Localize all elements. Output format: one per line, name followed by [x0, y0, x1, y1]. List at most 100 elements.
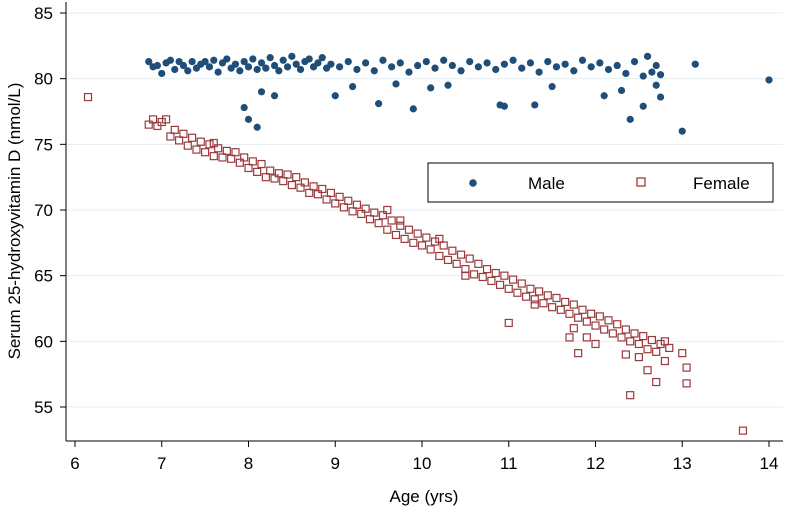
x-tick-label: 7 [157, 454, 166, 473]
male-point [257, 59, 266, 67]
male-point [236, 67, 244, 75]
female-point [283, 170, 292, 179]
male-point [296, 65, 305, 74]
female-point [643, 345, 652, 354]
male-point [448, 61, 456, 70]
female-point [630, 329, 639, 338]
y-axis-ticks: 55 60 65 70 75 80 85 [34, 4, 66, 417]
male-point [392, 80, 400, 88]
male-point [240, 103, 248, 112]
female-point [287, 180, 296, 190]
male-point [431, 64, 439, 72]
female-point [318, 184, 327, 194]
male-point [253, 123, 261, 131]
male-point [249, 55, 257, 63]
female-point [83, 92, 93, 102]
male-point [474, 63, 482, 71]
male-point [244, 63, 253, 71]
male-point [639, 102, 647, 110]
female-point [591, 321, 600, 330]
female-point [548, 303, 557, 312]
male-point [561, 60, 569, 68]
male-point [630, 57, 639, 66]
female-point [183, 141, 192, 150]
female-point [435, 251, 444, 261]
female-point [326, 188, 336, 198]
male-point [578, 56, 587, 64]
female-point [448, 246, 457, 255]
male-point [643, 52, 652, 60]
female-point [244, 163, 253, 173]
female-point [591, 339, 600, 349]
female-point [370, 208, 379, 217]
male-point [262, 64, 270, 72]
legend: Male Female [427, 162, 774, 203]
x-tick-label: 14 [760, 454, 779, 473]
female-point [201, 148, 210, 157]
male-point [270, 92, 279, 100]
female-point [148, 115, 158, 124]
male-point [622, 69, 630, 78]
female-point [266, 166, 275, 175]
female-point [144, 120, 153, 129]
male-point [353, 65, 361, 74]
female-point [196, 137, 205, 146]
male-point [500, 102, 509, 110]
female-point [530, 295, 539, 304]
y-tick-label: 65 [34, 267, 53, 286]
male-point [483, 59, 491, 67]
female-point [456, 250, 466, 259]
male-point [188, 57, 196, 66]
female-point [521, 292, 531, 301]
x-tick-label: 9 [331, 454, 340, 473]
female-point [656, 339, 665, 349]
female-point [621, 350, 630, 359]
male-point [457, 67, 465, 75]
female-point [626, 337, 635, 346]
male-point [292, 60, 300, 68]
male-point [396, 59, 404, 67]
male-point [240, 57, 248, 66]
female-point [435, 234, 444, 243]
male-point [223, 55, 231, 63]
female-point [621, 325, 630, 334]
male-point [422, 57, 430, 66]
male-point [639, 72, 647, 80]
male-point [210, 56, 218, 64]
male-point [179, 61, 188, 70]
male-series [145, 52, 773, 135]
female-point [513, 288, 522, 297]
female-point [613, 320, 622, 329]
female-point [396, 221, 405, 230]
female-point [491, 268, 500, 278]
female-point [231, 148, 240, 157]
female-point [240, 153, 249, 162]
female-point [253, 167, 262, 177]
female-point [452, 259, 461, 268]
female-point [626, 391, 635, 400]
male-point [158, 69, 166, 78]
male-point [409, 105, 417, 113]
female-point [400, 234, 409, 243]
female-point [552, 293, 561, 303]
female-point [639, 331, 648, 341]
female-point [161, 115, 171, 124]
female-point [582, 317, 591, 326]
male-point [526, 59, 535, 67]
male-point [305, 55, 313, 63]
female-point [478, 272, 487, 282]
x-tick-label: 12 [586, 454, 605, 473]
female-point [270, 174, 279, 183]
male-point [570, 67, 578, 75]
male-point [544, 57, 552, 66]
grid-lines [66, 12, 783, 408]
female-point [469, 270, 479, 279]
x-axis-title: Age (yrs) [390, 487, 459, 506]
female-point [413, 229, 422, 238]
male-point [244, 115, 253, 123]
male-point [231, 60, 240, 68]
male-point [587, 63, 595, 71]
female-point [569, 300, 578, 309]
female-point [582, 333, 591, 342]
female-point [578, 305, 587, 314]
